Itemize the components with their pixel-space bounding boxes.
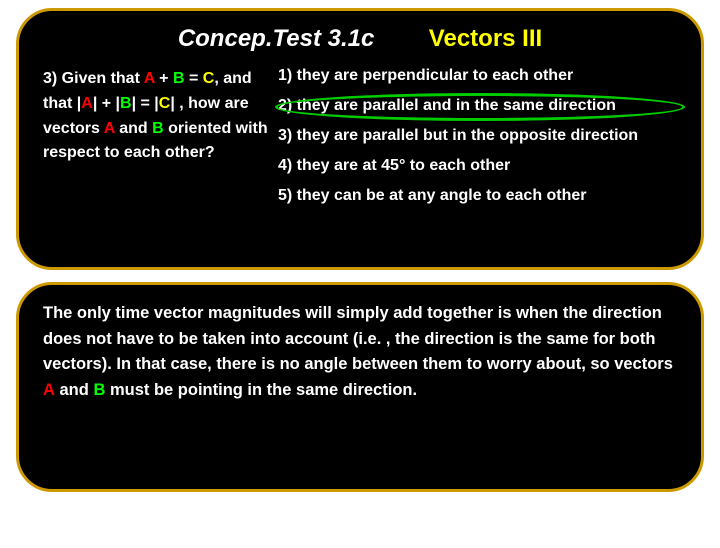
q-prefix: 3) Given that <box>43 70 144 87</box>
vector-a: A <box>144 70 155 87</box>
option-5: 5) they can be at any angle to each othe… <box>278 187 677 205</box>
q-mid2: | + | <box>93 95 120 112</box>
vector-c: C <box>159 95 171 112</box>
question-panel: Concep.Test 3.1c Vectors III 3) Given th… <box>16 8 704 270</box>
exp-p3: must be pointing in the same direction. <box>105 381 417 399</box>
exp-p1: The only time vector magnitudes will sim… <box>43 304 673 373</box>
vector-c: C <box>203 70 215 87</box>
vector-b: B <box>93 381 105 399</box>
q-eq: = <box>185 70 203 87</box>
title-left: Concep.Test 3.1c <box>178 25 375 53</box>
options-list: 1) they are perpendicular to each other … <box>278 67 677 217</box>
title-right: Vectors III <box>429 25 542 53</box>
q-plus: + <box>155 70 173 87</box>
explanation-text: The only time vector magnitudes will sim… <box>43 301 677 403</box>
explanation-panel: The only time vector magnitudes will sim… <box>16 282 704 492</box>
question-text: 3) Given that A + B = C, and that |A| + … <box>43 67 278 217</box>
exp-p2: and <box>55 381 94 399</box>
q-mid3: | = | <box>132 95 159 112</box>
vector-a: A <box>104 120 115 137</box>
option-2-text: 2) they are parallel and in the same dir… <box>278 97 616 114</box>
vector-b: B <box>152 120 164 137</box>
option-4: 4) they are at 45° to each other <box>278 157 677 175</box>
option-2: 2) they are parallel and in the same dir… <box>278 97 677 115</box>
q-and: and <box>115 120 152 137</box>
vector-a: A <box>43 381 55 399</box>
content-row: 3) Given that A + B = C, and that |A| + … <box>43 67 677 217</box>
option-3: 3) they are parallel but in the opposite… <box>278 127 677 145</box>
header: Concep.Test 3.1c Vectors III <box>43 25 677 53</box>
vector-a: A <box>81 95 93 112</box>
option-1: 1) they are perpendicular to each other <box>278 67 677 85</box>
vector-b: B <box>120 95 132 112</box>
vector-b: B <box>173 70 185 87</box>
